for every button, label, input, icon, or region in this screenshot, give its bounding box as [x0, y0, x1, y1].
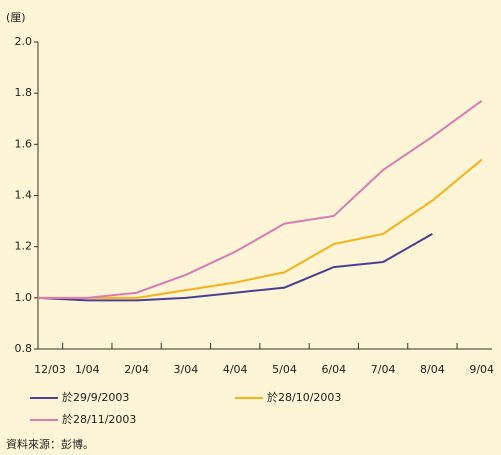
y-tick-label: 1.0: [15, 291, 33, 304]
unit-label: (厘): [6, 11, 26, 24]
y-tick-label: 1.4: [15, 189, 33, 202]
x-tick-label: 4/04: [223, 363, 248, 376]
x-tick-label: 8/04: [420, 363, 445, 376]
source: 資料來源：彭博。: [6, 437, 94, 451]
y-tick-label: 0.8: [15, 342, 33, 355]
legend-label: 於28/10/2003: [267, 390, 341, 404]
x-tick-label: 2/04: [124, 363, 149, 376]
x-tick-label: 6/04: [321, 363, 346, 376]
x-tick-label: 7/04: [371, 363, 396, 376]
x-tick-label: 1/04: [75, 363, 100, 376]
series-line: [38, 100, 483, 299]
y-tick-label: 1.2: [15, 240, 33, 253]
legend-label: 於29/9/2003: [62, 390, 129, 404]
series-line: [37, 233, 433, 302]
legend-label: 於28/11/2003: [62, 412, 136, 426]
x-tick-label: 3/04: [174, 363, 199, 376]
x-tick-label: 9/04: [469, 363, 494, 376]
y-tick-label: 1.6: [15, 137, 33, 150]
y-tick-label: 1.8: [15, 86, 33, 99]
x-tick-label: 5/04: [272, 363, 297, 376]
y-tick-label: 2.0: [15, 35, 33, 48]
series-line: [38, 158, 483, 299]
x-tick-label: 12/03: [34, 363, 66, 376]
